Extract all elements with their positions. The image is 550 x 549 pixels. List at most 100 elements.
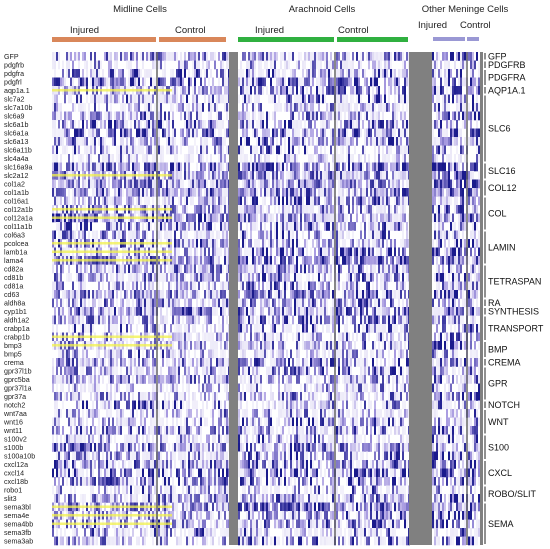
heat-cell — [284, 145, 286, 155]
heat-cell — [328, 273, 330, 282]
heat-cell — [186, 60, 188, 70]
heat-cell — [188, 179, 190, 189]
heat-cell — [464, 111, 466, 121]
heat-cell — [134, 77, 136, 87]
heat-cell — [382, 281, 384, 291]
heat-cell — [250, 273, 252, 282]
heat-cell — [310, 298, 312, 308]
heat-cell — [200, 256, 202, 265]
heat-cell — [144, 307, 146, 316]
heat-cell — [264, 264, 266, 274]
heat-cell — [246, 60, 248, 70]
heat-cell — [450, 86, 452, 95]
heat-cell — [190, 196, 192, 206]
heat-cell — [226, 171, 228, 180]
heat-cell — [62, 298, 64, 308]
heat-cell — [80, 307, 82, 316]
heat-cell — [248, 60, 250, 70]
heat-cell — [222, 324, 224, 333]
heat-cell — [264, 239, 266, 248]
heat-cell — [362, 273, 364, 282]
heat-cell — [116, 230, 118, 240]
heat-cell — [56, 188, 58, 197]
heat-cell — [144, 154, 146, 163]
heat-cell — [434, 179, 436, 189]
heat-cell — [274, 307, 276, 316]
heat-cell — [164, 60, 166, 70]
heat-cell — [154, 137, 156, 146]
heat-cell — [316, 264, 318, 274]
heat-cell — [220, 188, 222, 197]
heat-cell — [300, 213, 302, 223]
heat-cell — [380, 128, 382, 138]
heat-cell — [302, 111, 304, 121]
heat-cell — [60, 222, 62, 231]
heat-cell — [392, 77, 394, 87]
heat-cell — [80, 281, 82, 291]
heat-cell — [268, 315, 270, 325]
heat-cell — [326, 52, 328, 61]
heat-cell — [304, 213, 306, 223]
heat-cell — [372, 247, 374, 257]
heat-cell — [258, 205, 260, 214]
heat-cell — [224, 196, 226, 206]
heat-cell — [364, 213, 366, 223]
heat-cell — [136, 324, 138, 333]
heat-cell — [90, 52, 92, 61]
heat-cell — [462, 52, 464, 61]
heat-cell — [462, 239, 464, 248]
heat-cell — [174, 324, 176, 333]
heat-cell — [254, 256, 256, 265]
heat-cell — [384, 52, 386, 61]
heat-cell — [206, 137, 208, 146]
heat-cell — [216, 111, 218, 121]
heat-cell — [138, 94, 140, 104]
heat-cell — [326, 205, 328, 214]
heat-cell — [320, 52, 322, 61]
heat-cell — [300, 52, 302, 61]
heat-cell — [68, 196, 70, 206]
heat-cell — [114, 188, 116, 197]
heat-cell — [216, 86, 218, 95]
heat-cell — [272, 315, 274, 325]
heat-cell — [72, 315, 74, 325]
heat-cell — [292, 111, 294, 121]
heat-cell — [328, 69, 330, 78]
group-label-injured: Injured — [418, 20, 447, 31]
heat-cell — [178, 307, 180, 316]
heat-cell — [440, 77, 442, 87]
heat-cell — [268, 171, 270, 180]
heat-cell — [82, 324, 84, 333]
heat-cell — [452, 281, 454, 291]
heat-cell — [226, 52, 228, 61]
heat-cell — [108, 315, 110, 325]
heat-cell — [344, 298, 346, 308]
heat-cell — [110, 324, 112, 333]
heat-cell — [252, 52, 254, 61]
heat-cell — [312, 171, 314, 180]
heat-cell — [248, 52, 250, 61]
heat-cell — [226, 77, 228, 87]
heat-cell — [462, 290, 464, 299]
heat-cell — [280, 128, 282, 138]
heat-cell — [178, 281, 180, 291]
heat-cell — [346, 307, 348, 316]
heat-cell — [238, 315, 240, 325]
heat-cell — [150, 145, 152, 155]
heat-cell — [282, 247, 284, 257]
heat-cell — [130, 120, 132, 129]
heat-cell — [62, 264, 64, 274]
heat-cell — [442, 315, 444, 325]
heat-cell — [310, 60, 312, 70]
heat-cell — [324, 162, 326, 172]
heat-cell — [282, 281, 284, 291]
heat-cell — [300, 247, 302, 257]
heat-cell — [322, 86, 324, 95]
heat-cell — [316, 179, 318, 189]
heat-cell — [182, 281, 184, 291]
heat-cell — [300, 281, 302, 291]
heat-cell — [242, 111, 244, 121]
heat-cell — [396, 77, 398, 87]
heat-cell — [218, 205, 220, 214]
heat-cell — [380, 239, 382, 248]
